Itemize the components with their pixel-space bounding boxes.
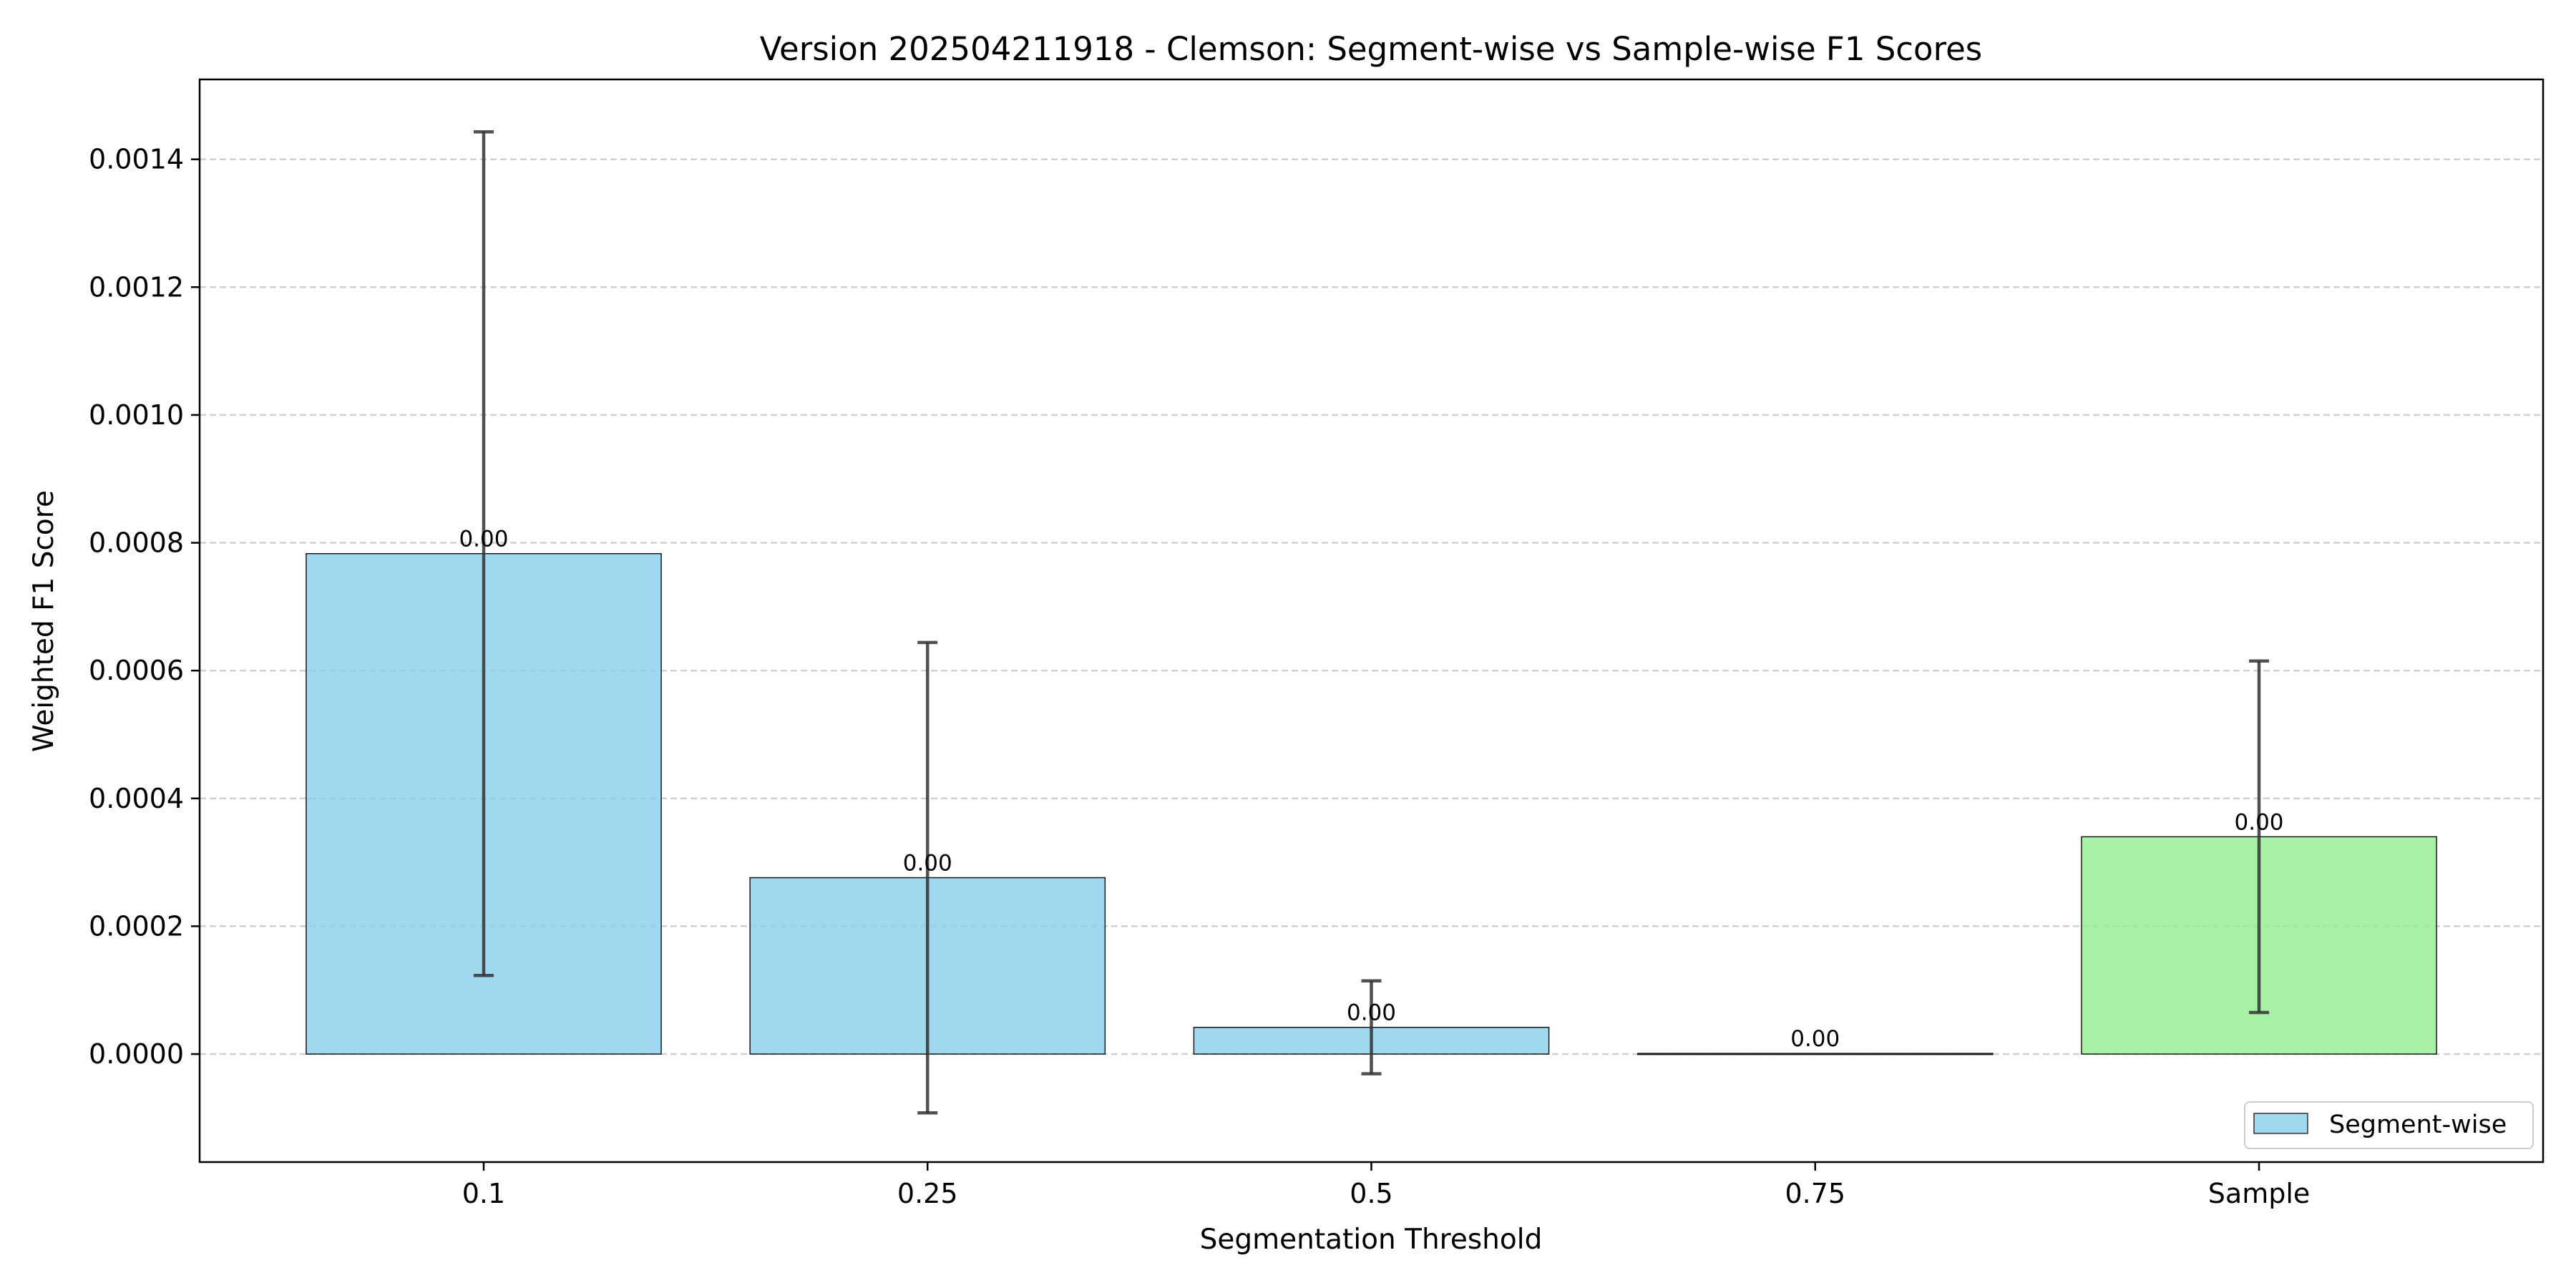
bar-0.75	[1636, 1053, 1994, 1055]
x-tick-label: 0.25	[897, 1178, 958, 1209]
error-bar	[1361, 979, 1382, 1075]
y-tick-label: 0.0014	[89, 144, 184, 175]
y-tick-label: 0.0008	[89, 527, 184, 559]
legend: Segment-wise	[2244, 1101, 2534, 1149]
error-bar	[917, 640, 938, 1115]
error-bar	[2249, 659, 2270, 1015]
y-tick-label: 0.0002	[89, 910, 184, 942]
legend-frame	[2244, 1101, 2534, 1149]
y-tick-label: 0.0010	[89, 399, 184, 431]
data-label: 0.00	[903, 851, 952, 877]
x-tick-label: Sample	[2208, 1178, 2310, 1209]
x-tick-label: 0.75	[1785, 1178, 1845, 1209]
error-bar	[473, 130, 494, 977]
y-tick-label: 0.0004	[89, 783, 184, 814]
data-label: 0.00	[2235, 809, 2284, 835]
legend-label-segment-wise: Segment-wise	[2329, 1111, 2507, 1139]
y-axis-label: Weighted F1 Score	[28, 490, 60, 752]
x-tick-label: 0.5	[1350, 1178, 1392, 1209]
chart-title: Version 202504211918 - Clemson: Segment-…	[760, 30, 1982, 68]
x-tick-label: 0.1	[462, 1178, 505, 1209]
y-axis-ticks: 0.0000 0.0002 0.0004 0.0006 0.0008 0.0010 0.00…	[89, 144, 200, 1070]
x-axis-label: Segmentation Threshold	[1200, 1224, 1543, 1256]
y-tick-label: 0.0006	[89, 655, 184, 686]
x-axis-ticks: 0.1 0.25 0.5 0.75 Sample	[462, 1162, 2310, 1209]
y-tick-label: 0.0000	[89, 1038, 184, 1070]
legend-swatch-segment-wise	[2253, 1113, 2308, 1134]
error-bars	[473, 130, 2270, 1115]
y-tick-label: 0.0012	[89, 271, 184, 303]
data-label: 0.00	[459, 527, 508, 552]
data-label: 0.00	[1790, 1026, 1840, 1052]
data-label: 0.00	[1347, 1000, 1396, 1026]
data-labels: 0.00 0.00 0.00 0.00 0.00	[459, 527, 2283, 1052]
